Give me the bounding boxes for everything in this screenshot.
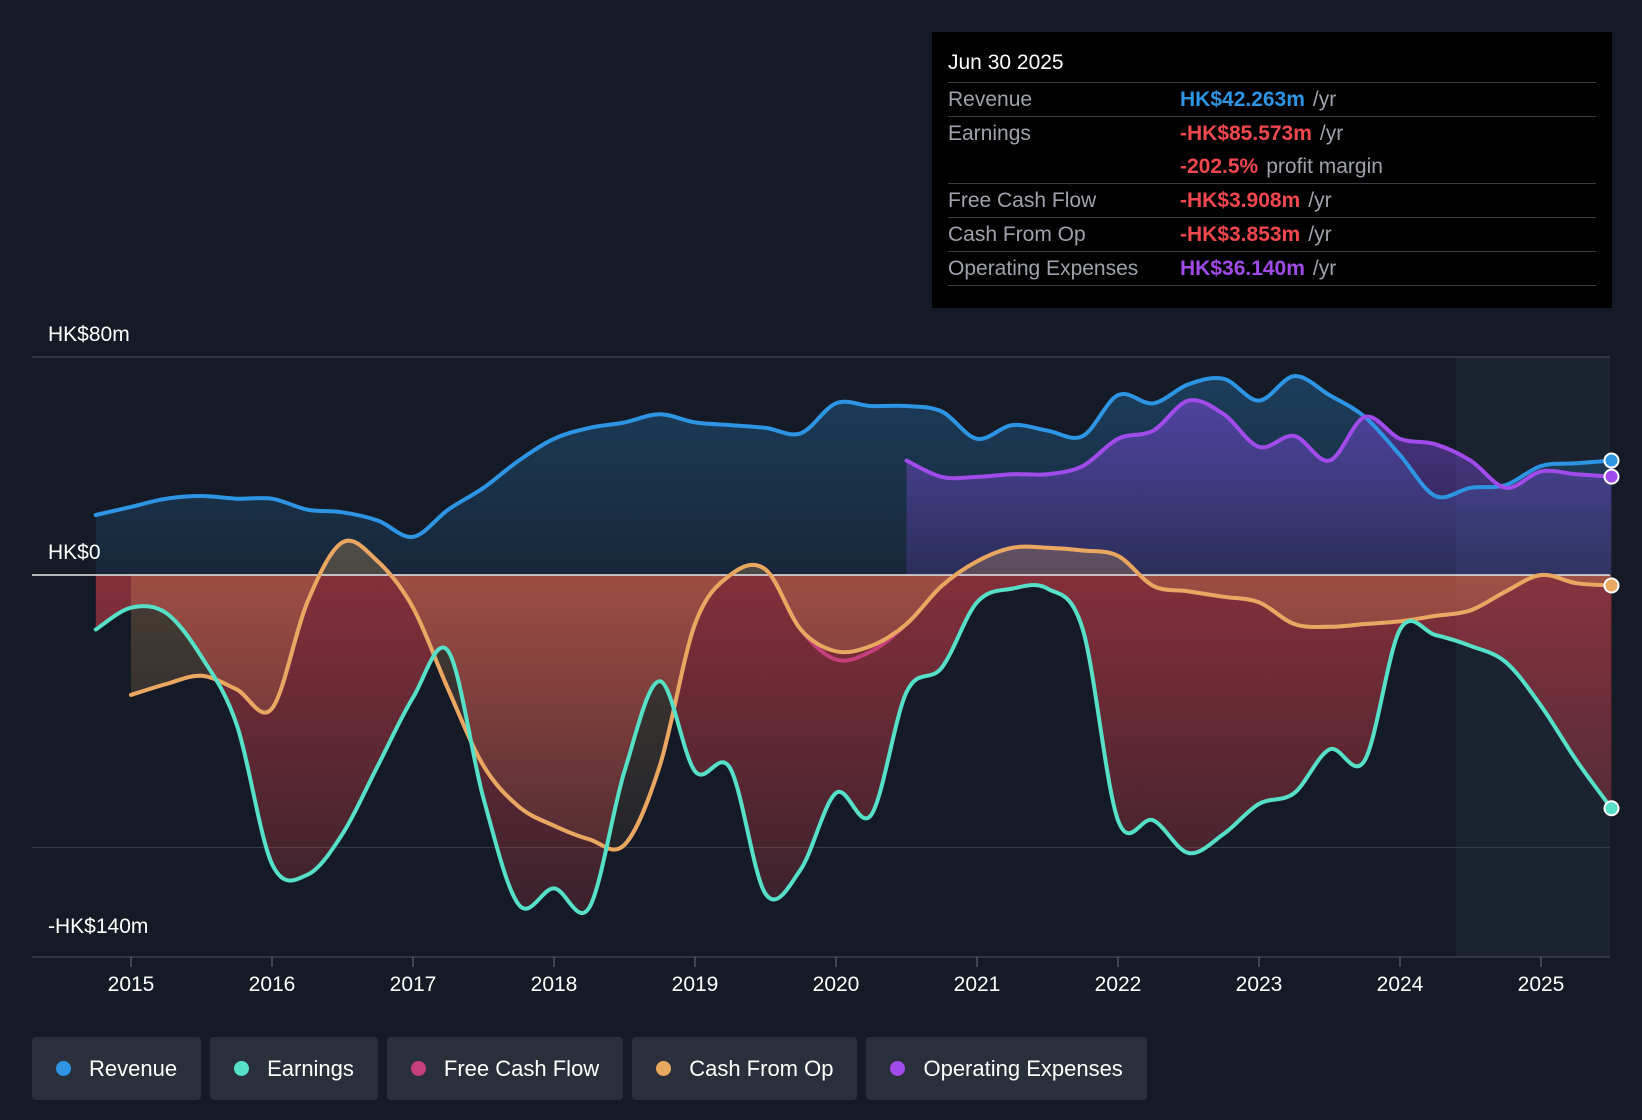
tooltip-label [948, 150, 1180, 183]
tooltip-row-free-cash-flow: Free Cash Flow -HK$3.908m /yr [948, 184, 1596, 218]
cash-from-op-end-point [1603, 577, 1620, 594]
legend-label: Cash From Op [689, 1055, 834, 1081]
legend-item-operating-expenses[interactable]: Operating Expenses [866, 1037, 1147, 1100]
cash-from-op-area [131, 540, 1612, 850]
tooltip-unit: /yr [1312, 257, 1337, 280]
revenue-end-point [1603, 452, 1620, 469]
tooltip-value: HK$42.263m [1180, 88, 1305, 111]
legend-label: Earnings [267, 1055, 354, 1081]
y-label-zero: HK$0 [48, 541, 101, 564]
tooltip-value: -202.5% [1180, 155, 1259, 178]
x-tick-label: 2015 [108, 973, 155, 996]
operating-expenses-line [904, 398, 1614, 490]
legend-item-cash-from-op[interactable]: Cash From Op [632, 1037, 858, 1100]
tooltip-value: -HK$85.573m [1180, 122, 1312, 145]
tooltip-date: Jun 30 2025 [948, 48, 1596, 83]
x-tick-label: 2022 [1095, 973, 1142, 996]
x-tick-label: 2017 [390, 973, 437, 996]
revenue-line [93, 374, 1614, 539]
tooltip-row-earnings: Earnings -HK$85.573m /yr [948, 117, 1596, 150]
legend-label: Revenue [89, 1055, 178, 1081]
y-label-top: HK$80m [48, 323, 130, 346]
earnings-line [93, 583, 1614, 915]
tooltip-label: Earnings [948, 122, 1031, 145]
data-tooltip: Jun 30 2025 Revenue HK$42.263m /yr Earni… [932, 32, 1612, 308]
x-tick-label: 2020 [813, 973, 860, 996]
tooltip-value: -HK$3.853m [1180, 223, 1301, 246]
legend-dot-icon [890, 1061, 906, 1076]
cash-from-op-line [129, 538, 1614, 852]
x-tick-label: 2024 [1377, 973, 1424, 996]
tooltip-unit: /yr [1319, 122, 1344, 145]
tooltip-label: Revenue [948, 88, 1033, 111]
operating-expenses-area [906, 400, 1612, 575]
operating-expenses-end-point [1603, 468, 1620, 485]
tooltip-row-operating-expenses: Operating Expenses HK$36.140m /yr [948, 252, 1596, 286]
earnings-end-point [1603, 800, 1620, 817]
legend-item-earnings[interactable]: Earnings [210, 1037, 378, 1100]
chart-legend: Revenue Earnings Free Cash Flow Cash Fro… [32, 1037, 1156, 1100]
x-tick-label: 2019 [672, 973, 719, 996]
legend-label: Free Cash Flow [443, 1055, 600, 1081]
legend-dot-icon [234, 1061, 250, 1076]
tooltip-unit: /yr [1312, 88, 1337, 111]
tooltip-label: Cash From Op [948, 223, 1086, 246]
x-tick-label: 2025 [1518, 973, 1565, 996]
tooltip-row-profit-margin: -202.5% profit margin [948, 150, 1596, 184]
legend-dot-icon [410, 1061, 426, 1076]
tooltip-value: -HK$3.908m [1180, 189, 1301, 212]
legend-dot-icon [656, 1061, 672, 1076]
x-tick-label: 2016 [249, 973, 296, 996]
legend-dot-icon [56, 1061, 71, 1076]
legend-label: Operating Expenses [923, 1055, 1123, 1081]
tooltip-unit: profit margin [1266, 155, 1383, 178]
tooltip-label: Operating Expenses [948, 257, 1139, 280]
tooltip-unit: /yr [1308, 189, 1332, 212]
tooltip-row-cash-from-op: Cash From Op -HK$3.853m /yr [948, 218, 1596, 252]
financials-chart: HK$80m HK$0 -HK$140m 2015 2016 2017 2018 2019 20… [32, 323, 1620, 996]
tooltip-row-revenue: Revenue HK$42.263m /yr [948, 83, 1596, 117]
x-tick-label: 2023 [1236, 973, 1283, 996]
y-label-bottom: -HK$140m [48, 915, 148, 938]
x-tick-label: 2021 [954, 973, 1001, 996]
legend-item-free-cash-flow[interactable]: Free Cash Flow [386, 1037, 624, 1100]
x-tick-label: 2018 [531, 973, 578, 996]
tooltip-unit: /yr [1308, 223, 1332, 246]
tooltip-value: HK$36.140m [1180, 257, 1305, 280]
tooltip-label: Free Cash Flow [948, 189, 1097, 212]
legend-item-revenue[interactable]: Revenue [32, 1037, 202, 1100]
